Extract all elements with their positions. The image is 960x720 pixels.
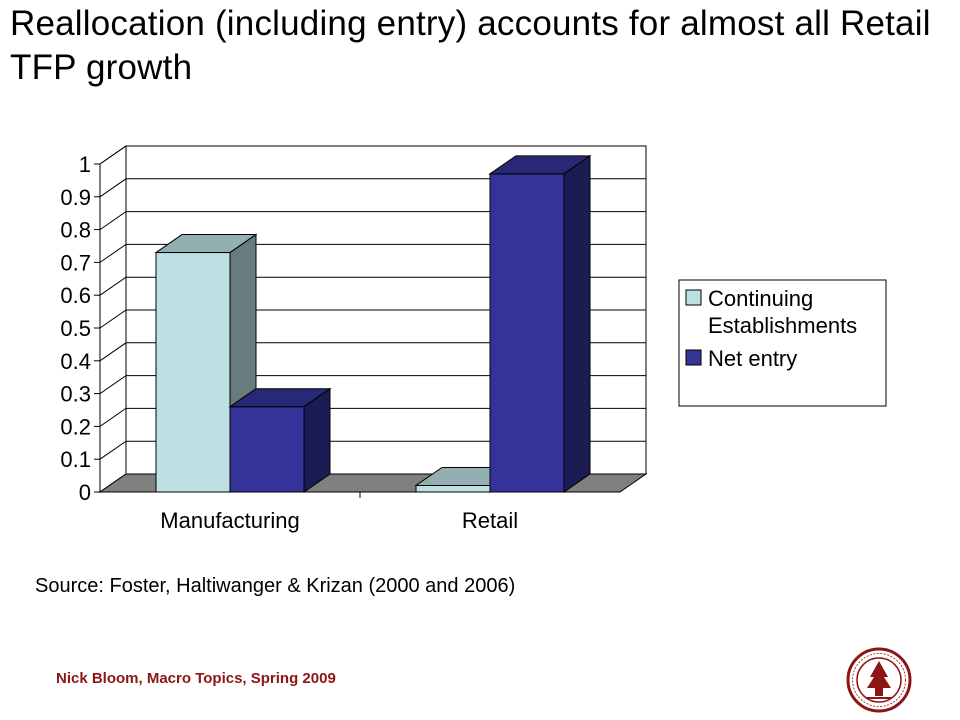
gridline	[99, 309, 646, 329]
legend-swatch	[685, 289, 702, 306]
y-tick-label: 0.2	[60, 414, 91, 439]
gridline	[99, 375, 646, 395]
bar-front	[155, 252, 231, 493]
gridline	[99, 243, 646, 263]
gridline	[99, 440, 646, 460]
bar-front	[415, 484, 491, 493]
y-tick-label: 0.3	[60, 382, 91, 407]
legend-label: Net entry	[708, 346, 797, 371]
chart-bars	[154, 154, 592, 493]
bar-side	[563, 154, 591, 493]
legend-box	[678, 279, 887, 407]
bar-side	[303, 387, 331, 493]
bar-front	[229, 406, 305, 493]
legend-swatch	[685, 349, 702, 366]
y-tick-label: 0.6	[60, 283, 91, 308]
y-tick-label: 1	[79, 152, 91, 177]
gridline	[99, 178, 646, 198]
gridline	[99, 342, 646, 362]
slide-title: Reallocation (including entry) accounts …	[10, 4, 931, 87]
bar-front	[489, 173, 565, 493]
chart-axes: Manufacturing Retail 0 0.1 0.2 0.3 0.4 0.5 0.6 0.…	[60, 152, 620, 533]
legend-label: Continuing	[708, 286, 813, 311]
source-note: Source: Foster, Haltiwanger & Krizan (20…	[35, 575, 516, 597]
y-tick-label: 0.5	[60, 316, 91, 341]
legend-entry-net-entry: Net entry	[685, 346, 797, 371]
x-tick-label: Manufacturing	[160, 508, 299, 533]
bar-manufacturing-net-entry	[228, 387, 332, 493]
x-tick-label: Retail	[462, 508, 518, 533]
footer-credit: Nick Bloom, Macro Topics, Spring 2009	[56, 670, 336, 687]
gridline	[99, 211, 646, 231]
y-tick-label: 0.1	[60, 447, 91, 472]
y-tick-label: 0	[79, 480, 91, 505]
gridline	[99, 407, 646, 427]
bar-retail-net-entry	[488, 154, 592, 493]
legend-label: Establishments	[708, 313, 857, 338]
y-tick-label: 0.9	[60, 185, 91, 210]
y-tick-label: 0.4	[60, 349, 91, 374]
y-tick-label: 0.7	[60, 250, 91, 275]
y-tick-label: 0.8	[60, 218, 91, 243]
gridline	[99, 276, 646, 296]
gridline	[99, 145, 646, 165]
university-seal-logo	[846, 647, 912, 713]
